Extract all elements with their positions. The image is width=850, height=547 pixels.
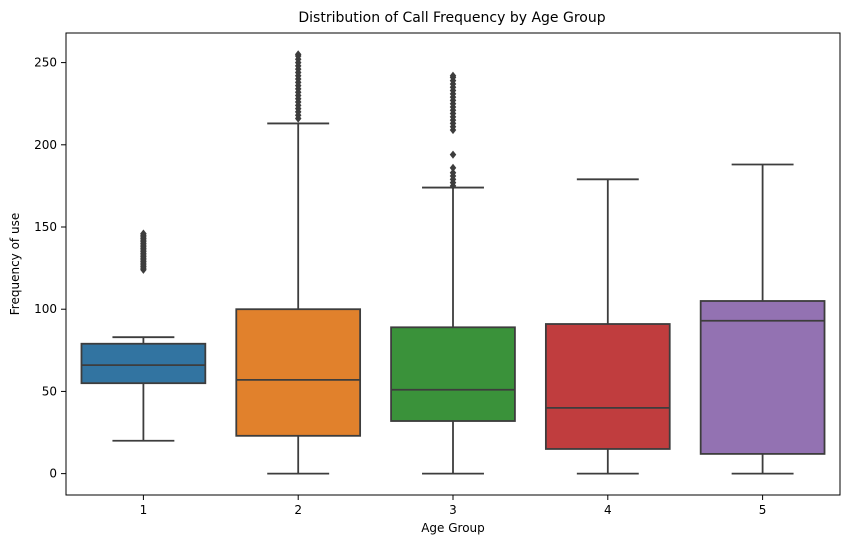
box-group-3 [390,71,516,475]
box-group-5 [699,163,826,475]
box-iqr [235,308,362,437]
box-iqr [80,342,207,385]
x-axis-label: Age Group [421,521,485,535]
y-tick-label: 100 [34,302,57,316]
plot-area [80,50,826,475]
box-iqr [390,326,516,422]
box-iqr [544,323,671,450]
x-tick-label: 2 [294,503,302,517]
box-iqr [699,300,826,455]
y-tick-label: 50 [42,384,57,398]
x-tick-label: 3 [449,503,457,517]
x-tick-label: 5 [759,503,767,517]
outlier-point [449,150,457,159]
chart-title: Distribution of Call Frequency by Age Gr… [298,10,605,26]
box-group-2 [235,50,362,475]
outlier-point [140,229,147,238]
y-tick-label: 150 [34,220,57,234]
outlier-point [449,168,457,177]
y-axis: 0 50 100 150 200 250 [34,56,66,481]
y-tick-label: 250 [34,56,57,70]
y-tick-label: 0 [49,467,57,481]
x-tick-label: 1 [140,503,148,517]
box-group-1 [80,229,207,442]
x-tick-label: 4 [604,503,612,517]
box-group-4 [544,178,671,475]
outlier-point [294,50,302,59]
x-axis: 1 2 3 4 5 [140,495,767,517]
y-axis-label: Frequency of use [8,213,22,315]
outlier-point [449,71,457,80]
outlier-point [449,163,457,172]
y-tick-label: 200 [34,138,57,152]
